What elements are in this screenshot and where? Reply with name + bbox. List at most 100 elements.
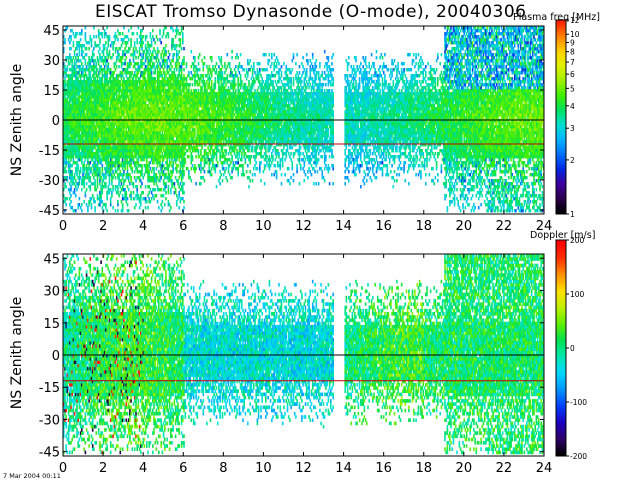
colorbar-swatch [556, 426, 566, 430]
colorbar-swatch [556, 345, 566, 349]
y-tick-label: -30 [39, 174, 60, 189]
doppler-colorbar-label: Doppler [m/s] [530, 230, 595, 241]
colorbar-swatch [556, 68, 566, 72]
x-tick-label: 6 [179, 461, 187, 476]
colorbar-swatch [556, 175, 566, 179]
colorbar-tick-label: 10 [570, 30, 580, 39]
colorbar-swatch [556, 364, 566, 368]
colorbar-swatch [556, 307, 566, 311]
colorbar-swatch [556, 250, 566, 254]
figure-title: EISCAT Tromso Dynasonde (O-mode), 200403… [95, 2, 526, 22]
colorbar-swatch [556, 447, 566, 452]
colorbar-swatch [556, 201, 566, 205]
colorbar-swatch [556, 114, 566, 118]
colorbar-swatch [556, 245, 566, 249]
colorbar-swatch [556, 192, 566, 196]
colorbar-swatch [556, 56, 566, 60]
colorbar-swatch [556, 437, 566, 441]
colorbar-swatch [556, 342, 566, 346]
colorbar-tick-label: 1 [570, 210, 575, 219]
colorbar-swatch [556, 356, 566, 360]
colorbar-swatch [556, 402, 566, 406]
colorbar-tick-label: 7 [570, 58, 575, 67]
colorbar-tick-label: -100 [570, 398, 587, 407]
colorbar-swatch [556, 277, 566, 281]
colorbar-swatch [556, 396, 566, 400]
colorbar-swatch [556, 415, 566, 419]
x-tick-label: 18 [415, 219, 432, 234]
x-tick-label: 2 [99, 219, 107, 234]
colorbar-swatch [556, 383, 566, 387]
colorbar-swatch [556, 51, 566, 55]
y-tick-label: 45 [43, 24, 60, 39]
colorbar-swatch [556, 326, 566, 330]
colorbar-swatch [556, 318, 566, 322]
colorbar-swatch [556, 85, 566, 89]
colorbar-swatch [556, 119, 566, 123]
colorbar-swatch [556, 331, 566, 335]
y-tick-label: 45 [43, 252, 60, 267]
colorbar-tick-label: 6 [570, 70, 575, 79]
colorbar-swatch [556, 182, 566, 186]
colorbar-tick-label: 9 [570, 38, 575, 47]
colorbar-swatch [556, 87, 566, 91]
colorbar-swatch [556, 272, 566, 276]
colorbar-swatch [556, 102, 566, 106]
colorbar-swatch [556, 148, 566, 152]
x-tick-label: 10 [255, 461, 272, 476]
colorbar-swatch [556, 429, 566, 433]
x-tick-label: 8 [219, 219, 227, 234]
colorbar-swatch [556, 369, 566, 373]
y-tick-label: -15 [39, 381, 60, 396]
plasma-freq-y-axis-label: NS Zenith angle [9, 64, 25, 176]
colorbar-swatch [556, 49, 566, 53]
colorbar-swatch [556, 187, 566, 191]
colorbar-swatch [556, 412, 566, 416]
colorbar-swatch [556, 275, 566, 279]
colorbar-swatch [556, 264, 566, 268]
colorbar-swatch [556, 404, 566, 408]
footer-timestamp: 7 Mar 2004 00:11 [3, 472, 61, 480]
colorbar-swatch [556, 107, 566, 111]
doppler-y-axis-label: NS Zenith angle [9, 297, 25, 409]
x-tick-label: 20 [456, 219, 473, 234]
colorbar-swatch [556, 334, 566, 338]
colorbar-swatch [556, 399, 566, 403]
colorbar-tick-label: 5 [570, 84, 575, 93]
colorbar-swatch [556, 177, 566, 181]
colorbar-swatch [556, 61, 566, 65]
colorbar-swatch [556, 256, 566, 260]
colorbar-swatch [556, 380, 566, 384]
y-tick-label: 30 [43, 285, 60, 300]
x-tick-label: 24 [536, 219, 553, 234]
colorbar-swatch [556, 167, 566, 171]
y-tick-label: 15 [43, 84, 60, 99]
colorbar-swatch [556, 423, 566, 427]
y-tick-label: 15 [43, 317, 60, 332]
colorbar-swatch [556, 372, 566, 376]
colorbar-swatch [556, 136, 566, 140]
doppler-heatmap [63, 254, 544, 455]
colorbar-swatch [556, 204, 566, 208]
colorbar-swatch [556, 92, 566, 96]
colorbar-swatch [556, 90, 566, 94]
colorbar-swatch [556, 131, 566, 135]
colorbar-swatch [556, 269, 566, 273]
y-tick-label: -15 [39, 144, 60, 159]
colorbar-tick-label: 8 [570, 48, 575, 57]
colorbar-swatch [556, 388, 566, 392]
colorbar-swatch [556, 321, 566, 325]
colorbar-swatch [556, 75, 566, 79]
colorbar-tick-label: 200 [570, 236, 585, 245]
colorbar-swatch [556, 170, 566, 174]
colorbar-swatch [556, 172, 566, 176]
colorbar-swatch [556, 109, 566, 113]
colorbar-tick-label: 0 [570, 344, 575, 353]
colorbar-swatch [556, 211, 566, 215]
colorbar-swatch [556, 83, 566, 86]
colorbar-swatch [556, 160, 566, 164]
colorbar-swatch [556, 280, 566, 284]
colorbar-swatch [556, 100, 566, 103]
colorbar-swatch [556, 393, 566, 398]
